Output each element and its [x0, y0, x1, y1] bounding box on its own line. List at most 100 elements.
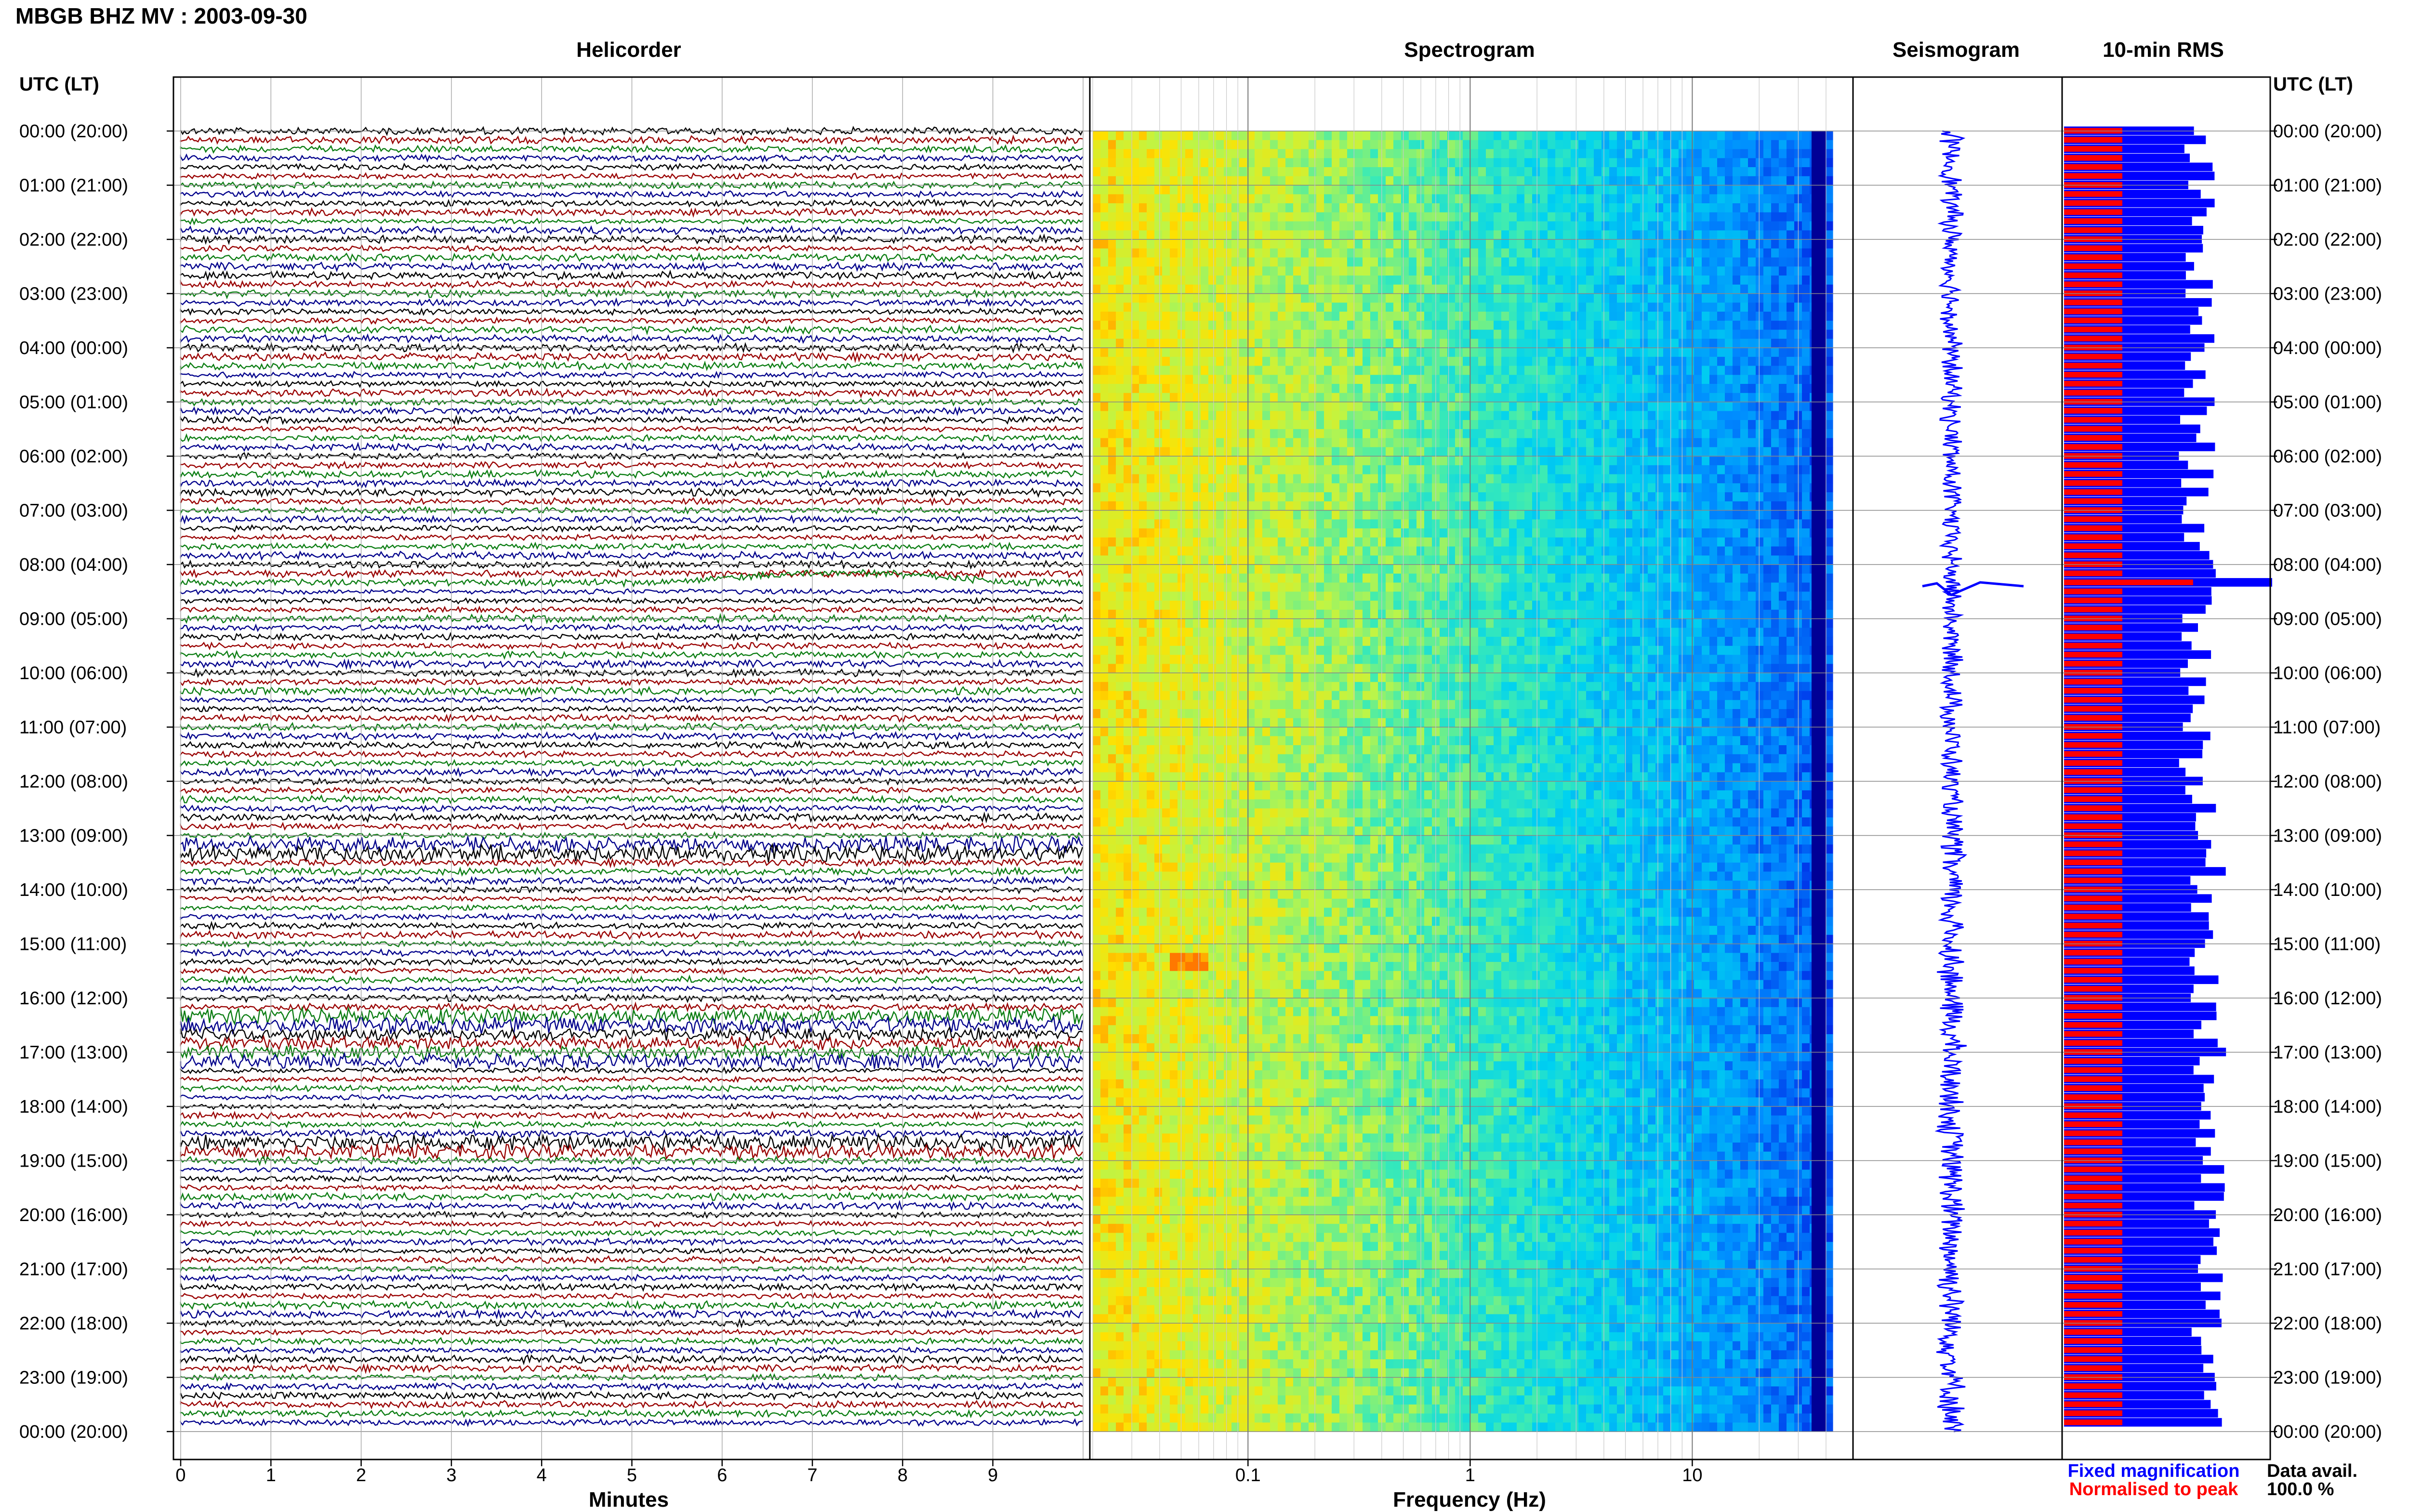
helicorder-trace [180, 967, 1083, 975]
rms-bar-normalised [2064, 173, 2122, 179]
data-avail-label: Data avail. [2267, 1461, 2357, 1481]
helicorder-trace [180, 929, 1083, 941]
time-label-right: 18:00 (14:00) [2273, 1097, 2382, 1117]
rms-bar-normalised [2064, 263, 2122, 269]
minutes-tick-label: 3 [446, 1465, 456, 1486]
rms-bar-normalised [2064, 1130, 2122, 1136]
helicorder-trace [180, 1282, 1083, 1292]
rms-bar-normalised [2064, 245, 2122, 251]
rms-bar-normalised [2064, 1392, 2122, 1398]
helicorder-trace [180, 1336, 1084, 1346]
helicorder-trace [180, 1166, 1083, 1174]
time-label-left: 20:00 (16:00) [19, 1205, 128, 1225]
time-label-left: 14:00 (10:00) [19, 880, 128, 900]
page-title: MBGB BHZ MV : 2003-09-30 [15, 3, 307, 28]
rms-bar-normalised [2064, 986, 2122, 992]
rms-bar-normalised [2064, 299, 2122, 305]
helicorder-trace [180, 786, 1083, 795]
rms-bar-normalised [2064, 272, 2122, 278]
helicorder-trace [180, 767, 1083, 778]
helicorder-trace [180, 740, 1083, 750]
helicorder-trace [180, 1006, 1084, 1026]
rms-bar-normalised [2064, 1094, 2122, 1100]
rms-bar-normalised [2064, 335, 2122, 342]
helicorder-trace [180, 370, 1083, 380]
helicorder-trace [180, 387, 1083, 399]
rms-bar-normalised [2064, 1067, 2122, 1073]
helicorder-trace [180, 985, 1083, 993]
time-label-left: 05:00 (01:00) [19, 393, 128, 413]
helicorder-trace [180, 1093, 1083, 1102]
helicorder-trace [180, 1274, 1083, 1283]
time-label-left: 19:00 (15:00) [19, 1151, 128, 1171]
helicorder-trace [180, 468, 1083, 480]
rms-bar-normalised [2064, 905, 2122, 910]
time-label-left: 21:00 (17:00) [19, 1260, 128, 1280]
rms-bar-normalised [2064, 932, 2122, 938]
helicorder-trace [180, 550, 1084, 561]
helicorder-trace [180, 1110, 1084, 1121]
helicorder-trace [180, 920, 1084, 931]
rms-bar-normalised [2064, 715, 2122, 721]
helicorder-trace [180, 631, 1083, 642]
rms-bar-normalised [2064, 543, 2122, 549]
helicorder-trace [180, 834, 1083, 855]
helicorder-trace [180, 207, 1083, 218]
time-label-left: 16:00 (12:00) [19, 988, 128, 1009]
helicorder-trace [180, 1001, 1084, 1012]
rms-bar-normalised [2064, 1257, 2122, 1263]
helicorder-trace [180, 180, 1084, 191]
time-label-right: 17:00 (13:00) [2273, 1043, 2382, 1063]
helicorder-trace [180, 144, 1083, 154]
helicorder-trace [180, 533, 1084, 542]
helicorder-trace [180, 397, 1083, 407]
rms-bar-normalised [2064, 525, 2122, 531]
helicorder-trace [180, 1408, 1083, 1419]
rms-bar-normalised [2064, 1112, 2122, 1118]
rms-bar-normalised [2064, 1202, 2122, 1209]
rms-bar-normalised [2064, 218, 2122, 224]
time-label-right: 15:00 (11:00) [2273, 934, 2381, 955]
rms-bar-normalised [2064, 652, 2122, 657]
helicorder-trace [180, 811, 1083, 824]
rms-bar-normalised [2064, 706, 2122, 712]
time-label-right: 06:00 (02:00) [2273, 447, 2382, 467]
rms-bar-normalised [2064, 959, 2122, 965]
rms-bar-normalised [2064, 363, 2122, 368]
helicorder-trace [180, 244, 1083, 253]
time-label-left: 01:00 (21:00) [19, 176, 128, 196]
rms-bar-normalised [2064, 1383, 2122, 1389]
helicorder-trace [180, 866, 1083, 877]
helicorder-trace [180, 1183, 1083, 1192]
helicorder-trace [180, 731, 1083, 741]
rms-bar-normalised [2064, 1329, 2122, 1335]
rms-bar-normalised [2064, 1311, 2122, 1317]
helicorder-trace [180, 433, 1083, 443]
helicorder-trace [180, 957, 1083, 967]
helicorder-trace [180, 650, 1083, 660]
rms-bar-normalised [2064, 606, 2122, 613]
helicorder-trace [180, 705, 1083, 713]
helicorder-trace [180, 162, 1083, 172]
helicorder-trace [180, 360, 1084, 371]
helicorder-trace [180, 759, 1084, 768]
helicorder-trace [180, 794, 1084, 805]
helicorder-trace [180, 1345, 1084, 1354]
helicorder-trace [180, 126, 1084, 136]
rms-bar-normalised [2064, 308, 2122, 315]
helicorder-trace [180, 822, 1083, 831]
helicorder-trace [180, 380, 1083, 389]
helicorder-trace [180, 333, 1083, 344]
time-label-left: 02:00 (22:00) [19, 230, 128, 250]
rms-bar-normalised [2064, 480, 2122, 486]
helicorder-trace [180, 442, 1083, 452]
rms-bar-normalised [2064, 390, 2122, 396]
time-label-left: 10:00 (06:00) [19, 663, 128, 684]
rms-bar-normalised [2064, 281, 2122, 288]
rms-bar-normalised [2064, 317, 2122, 324]
rms-bar-normalised [2064, 796, 2122, 802]
helicorder-trace [180, 406, 1083, 416]
rms-bar-normalised [2064, 787, 2122, 793]
rms-bars [2064, 126, 2272, 1427]
time-label-left: 17:00 (13:00) [19, 1043, 128, 1063]
